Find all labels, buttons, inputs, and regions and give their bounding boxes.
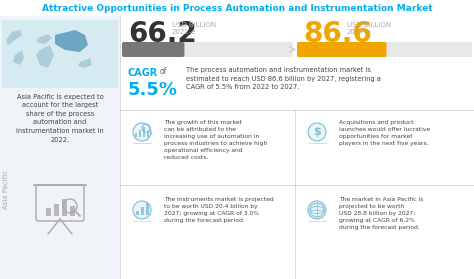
- Circle shape: [133, 123, 151, 141]
- Text: 2027-p: 2027-p: [347, 29, 372, 35]
- Bar: [0, 16, 120, 279]
- FancyBboxPatch shape: [122, 42, 184, 57]
- Polygon shape: [78, 58, 92, 68]
- Polygon shape: [36, 34, 52, 44]
- Text: CAGR: CAGR: [128, 68, 158, 78]
- Bar: [62, 199, 67, 216]
- Polygon shape: [13, 50, 24, 65]
- Text: The instruments market is projected
to be worth USD 20.4 billion by
2027; growin: The instruments market is projected to b…: [164, 197, 274, 223]
- Polygon shape: [36, 45, 54, 68]
- Text: Acquisitions and product
launches would offer lucrative
opportunities for market: Acquisitions and product launches would …: [339, 120, 430, 146]
- FancyBboxPatch shape: [297, 42, 472, 57]
- Text: Asia Pacific: Asia Pacific: [3, 169, 9, 209]
- Text: The market in Asia Pacific is
projected to be worth
USD 28.8 billion by 2027;
gr: The market in Asia Pacific is projected …: [339, 197, 423, 230]
- Circle shape: [308, 201, 326, 219]
- Text: of: of: [160, 67, 167, 76]
- Polygon shape: [55, 30, 88, 52]
- Bar: [147, 131, 149, 137]
- Text: 86.6: 86.6: [303, 20, 372, 48]
- Bar: [135, 133, 137, 137]
- Text: 5.5%: 5.5%: [128, 81, 178, 99]
- Text: Asia Pacific is expected to
account for the largest
share of the process
automat: Asia Pacific is expected to account for …: [16, 94, 104, 143]
- FancyBboxPatch shape: [297, 42, 386, 57]
- Circle shape: [308, 123, 326, 141]
- Bar: [46, 208, 51, 216]
- Text: The growth of this market
can be attributed to the
increasing use of automation : The growth of this market can be attribu…: [164, 120, 267, 160]
- Text: The process automation and instrumentation market is
estimated to reach USD 86.6: The process automation and instrumentati…: [186, 67, 381, 90]
- Polygon shape: [6, 30, 22, 45]
- Text: $: $: [313, 127, 321, 137]
- Bar: [2, 20, 118, 88]
- Bar: [70, 206, 75, 216]
- Bar: [139, 130, 142, 137]
- Circle shape: [133, 201, 151, 219]
- Bar: [141, 207, 144, 215]
- Text: 66.2: 66.2: [128, 20, 197, 48]
- Text: USD BILLION: USD BILLION: [172, 22, 216, 28]
- Bar: [120, 16, 474, 279]
- Bar: [54, 204, 59, 216]
- Bar: [136, 211, 139, 215]
- Text: USD BILLION: USD BILLION: [347, 22, 391, 28]
- Bar: [146, 203, 149, 215]
- Bar: [143, 127, 146, 137]
- FancyBboxPatch shape: [122, 42, 293, 57]
- Text: 2022-e: 2022-e: [172, 29, 196, 35]
- Text: Attractive Opportunities in Process Automation and Instrumentation Market: Attractive Opportunities in Process Auto…: [42, 4, 432, 13]
